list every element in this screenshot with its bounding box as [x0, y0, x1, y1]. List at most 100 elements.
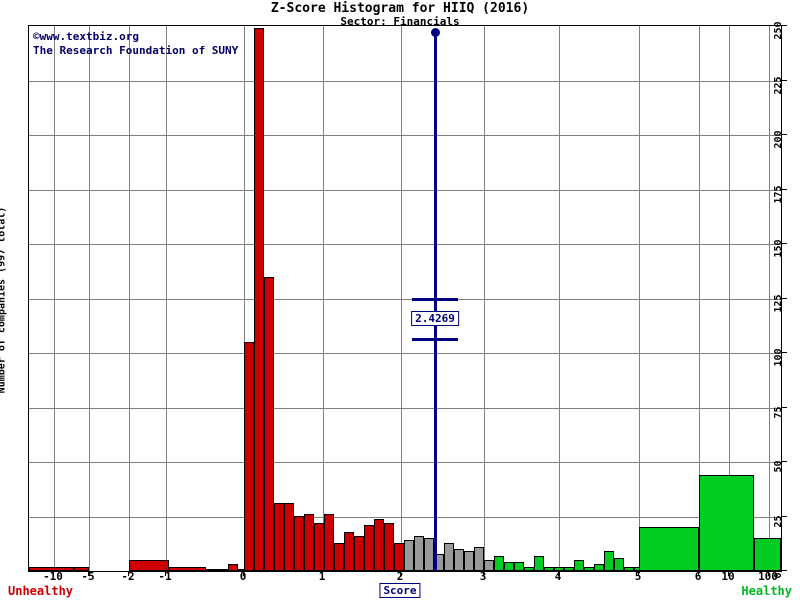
x-tick-label-1: 1 — [318, 570, 326, 583]
histogram-bar — [129, 560, 169, 571]
histogram-bar — [29, 567, 74, 571]
gridline-x-5 — [639, 26, 640, 571]
x-tick-label-0: 0 — [239, 570, 247, 583]
histogram-bar — [314, 523, 324, 571]
y-tick-225 — [781, 80, 787, 81]
y-tick-label-225: 225 — [773, 76, 784, 95]
gridline-x--10 — [54, 26, 55, 571]
histogram-bar — [534, 556, 544, 571]
gridline-x-1 — [323, 26, 324, 571]
histogram-bar — [74, 567, 89, 571]
y-tick-label-150: 150 — [773, 239, 784, 258]
y-tick-0 — [781, 570, 787, 571]
histogram-bar — [354, 536, 364, 571]
x-tick--1 — [165, 571, 166, 576]
histogram-bar — [169, 567, 206, 571]
x-tick-label-100: 100 — [758, 570, 778, 583]
histogram-bar — [304, 514, 314, 571]
y-tick-125 — [781, 298, 787, 299]
histogram-bar — [444, 543, 454, 571]
y-tick-50 — [781, 461, 787, 462]
histogram-bar — [228, 564, 238, 571]
x-tick-label-5: 5 — [634, 570, 642, 583]
y-tick-250 — [781, 25, 787, 26]
histogram-bar — [244, 342, 254, 571]
y-tick-175 — [781, 189, 787, 190]
y-tick-75 — [781, 407, 787, 408]
histogram-bar — [394, 543, 404, 571]
x-tick-label-10: 10 — [721, 570, 735, 583]
x-tick-label-2: 2 — [396, 570, 404, 583]
histogram-bar — [474, 547, 484, 571]
histogram-bar — [424, 538, 434, 571]
x-tick-10 — [728, 571, 729, 576]
histogram-bar — [464, 551, 474, 571]
x-tick-label--5: -5 — [81, 570, 95, 583]
y-tick-label-75: 75 — [773, 406, 784, 419]
x-tick-4 — [558, 571, 559, 576]
histogram-bar — [754, 538, 781, 571]
y-tick-label-25: 25 — [773, 515, 784, 528]
y-tick-200 — [781, 134, 787, 135]
histogram-bar — [494, 556, 504, 571]
histogram-bar — [564, 567, 574, 571]
gridline-y-25 — [29, 517, 781, 518]
y-tick-150 — [781, 243, 787, 244]
histogram-bar — [504, 562, 514, 571]
x-tick-label-6: 6 — [694, 570, 702, 583]
y-tick-25 — [781, 516, 787, 517]
histogram-bar — [484, 560, 494, 571]
gridline-y-100 — [29, 353, 781, 354]
x-tick-label--10: -10 — [43, 570, 63, 583]
histogram-bar — [206, 569, 228, 571]
gridline-x-0 — [244, 26, 245, 571]
histogram-bar — [594, 564, 604, 571]
histogram-bar — [324, 514, 334, 571]
y-tick-label-100: 100 — [773, 348, 784, 367]
histogram-bar — [514, 562, 524, 571]
histogram-bar — [699, 475, 754, 571]
gridline-x-4 — [559, 26, 560, 571]
y-tick-label-175: 175 — [773, 185, 784, 204]
marker-dot — [431, 28, 440, 37]
x-tick-3 — [483, 571, 484, 576]
gridline-x--2 — [129, 26, 130, 571]
histogram-bar — [584, 567, 594, 571]
histogram-bar — [264, 277, 274, 571]
histogram-bar — [604, 551, 614, 571]
histogram-bar — [574, 560, 584, 571]
y-tick-label-50: 50 — [773, 460, 784, 473]
gridline-y-175 — [29, 190, 781, 191]
x-tick-label--2: -2 — [121, 570, 135, 583]
x-tick--2 — [128, 571, 129, 576]
legend-unhealthy: Unhealthy — [8, 584, 74, 598]
gridline-y-150 — [29, 244, 781, 245]
histogram-bar — [274, 503, 284, 571]
gridline-y-225 — [29, 81, 781, 82]
gridline-x-2 — [401, 26, 402, 571]
histogram-bar — [284, 503, 294, 571]
watermark: ©www.textbiz.org The Research Foundation… — [33, 30, 238, 58]
page-title: Z-Score Histogram for HIIQ (2016) — [270, 1, 530, 16]
x-tick-5 — [638, 571, 639, 576]
histogram-bar — [614, 558, 624, 571]
gridline-y-125 — [29, 299, 781, 300]
gridline-x-10 — [729, 26, 730, 571]
histogram-bar — [554, 567, 564, 571]
x-tick-label-3: 3 — [479, 570, 487, 583]
y-tick-100 — [781, 352, 787, 353]
histogram-bar — [404, 540, 414, 571]
gridline-y-200 — [29, 135, 781, 136]
histogram-bar — [624, 567, 634, 571]
gridline-x--5 — [89, 26, 90, 571]
gridline-y-50 — [29, 462, 781, 463]
watermark-line-1: ©www.textbiz.org — [33, 30, 139, 43]
y-tick-label-125: 125 — [773, 294, 784, 313]
watermark-line-2: The Research Foundation of SUNY — [33, 44, 239, 57]
histogram-bar — [364, 525, 374, 571]
marker-crossbar-lower — [412, 338, 458, 341]
x-tick-100 — [768, 571, 769, 576]
histogram-bar — [344, 532, 354, 571]
x-tick-2 — [400, 571, 401, 576]
